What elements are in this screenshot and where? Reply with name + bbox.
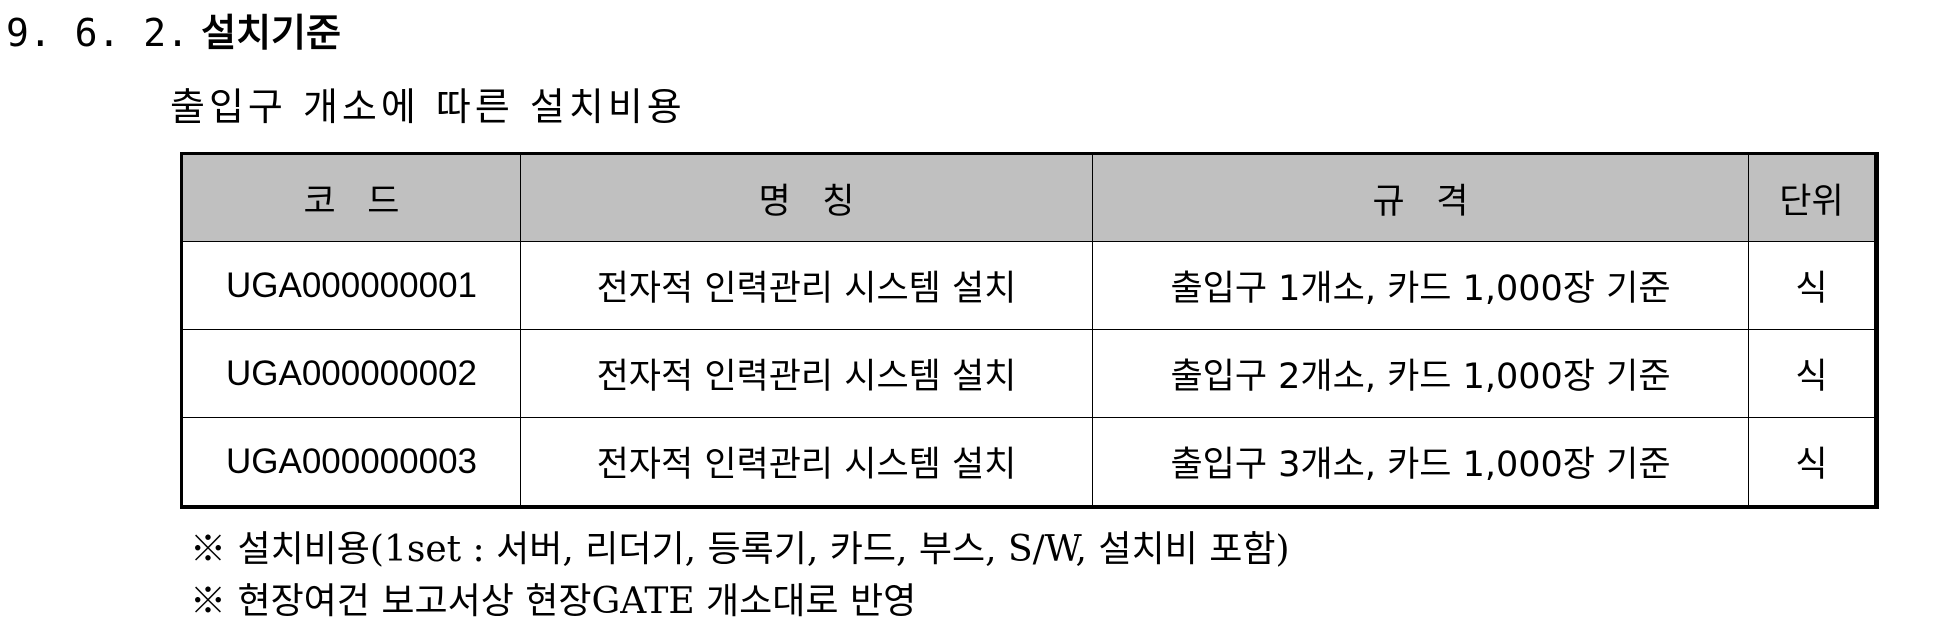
row-name: 전자적 인력관리 시스템 설치	[520, 417, 1093, 508]
table-row: UGA000000003 전자적 인력관리 시스템 설치 출입구 3개소, 카드…	[181, 417, 1877, 508]
header-code: 코드	[181, 153, 521, 242]
table-subtitle: 출입구 개소에 따른 설치비용	[170, 85, 686, 129]
row-spec: 출입구 1개소, 카드 1,000장 기준	[1092, 241, 1749, 330]
installation-cost-table: 코드 명칭 규격 단위 UGA000000001 전자적 인력관리 시스템 설치…	[180, 152, 1879, 509]
header-name: 명칭	[520, 153, 1093, 242]
row-spec: 출입구 2개소, 카드 1,000장 기준	[1092, 329, 1749, 418]
row-name: 전자적 인력관리 시스템 설치	[520, 241, 1093, 330]
table-row: UGA000000001 전자적 인력관리 시스템 설치 출입구 1개소, 카드…	[181, 241, 1877, 330]
row-unit: 식	[1748, 241, 1877, 330]
row-code: UGA000000002	[181, 329, 521, 418]
note-installation-items: ※ 설치비용(1set : 서버, 리더기, 등록기, 카드, 부스, S/W,…	[190, 529, 1290, 570]
row-unit: 식	[1748, 329, 1877, 418]
section-heading: 9. 6. 2. 설치기준	[6, 6, 341, 60]
row-unit: 식	[1748, 417, 1877, 508]
row-spec: 출입구 3개소, 카드 1,000장 기준	[1092, 417, 1749, 508]
header-unit: 단위	[1748, 153, 1877, 242]
row-code: UGA000000001	[181, 241, 521, 330]
table-notes: ※ 설치비용(1set : 서버, 리더기, 등록기, 카드, 부스, S/W,…	[190, 524, 1289, 628]
section-title: 설치기준	[201, 11, 341, 55]
row-code: UGA000000003	[181, 417, 521, 508]
section-number: 9. 6. 2.	[6, 11, 190, 55]
table-header-row: 코드 명칭 규격 단위	[181, 153, 1877, 242]
row-name: 전자적 인력관리 시스템 설치	[520, 329, 1093, 418]
header-spec: 규격	[1092, 153, 1749, 242]
note-gate-count: ※ 현장여건 보고서상 현장GATE 개소대로 반영	[190, 581, 917, 622]
table-row: UGA000000002 전자적 인력관리 시스템 설치 출입구 2개소, 카드…	[181, 329, 1877, 418]
